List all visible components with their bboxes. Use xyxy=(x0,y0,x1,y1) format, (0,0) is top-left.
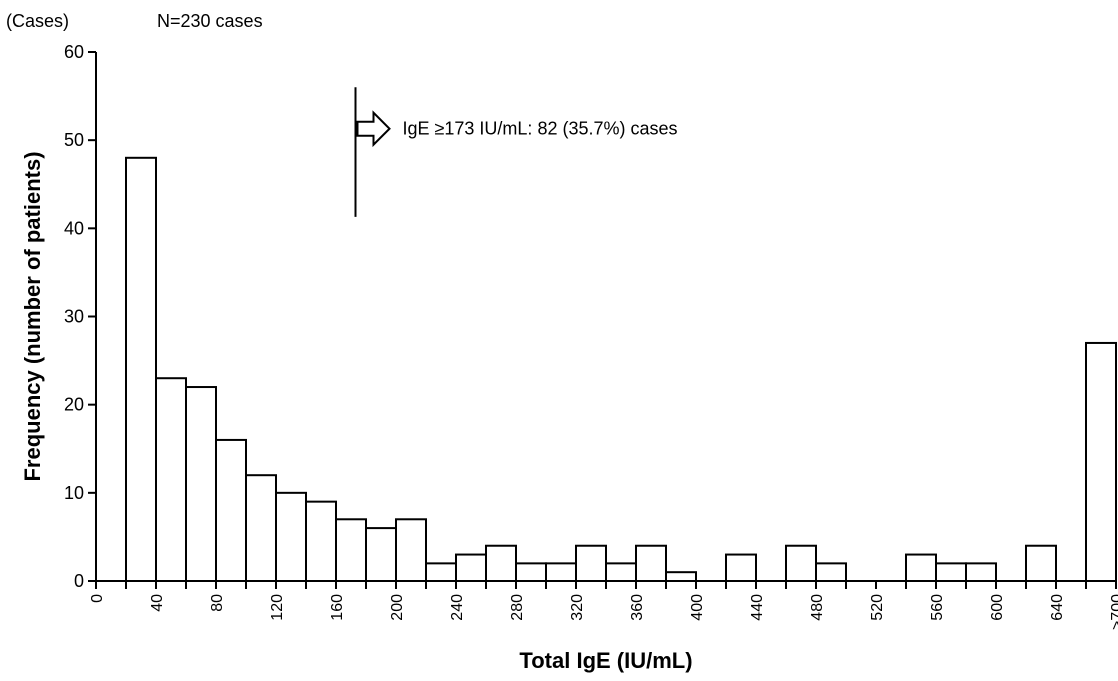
histogram-bar xyxy=(395,518,427,582)
x-tick-label: 600 xyxy=(989,594,1006,621)
histogram-bar xyxy=(575,544,607,583)
histogram-bar xyxy=(905,553,937,582)
histogram-bar xyxy=(275,491,307,583)
y-tick-label: 40 xyxy=(64,218,84,238)
histogram-bar xyxy=(785,544,817,583)
x-tick-label: 280 xyxy=(509,594,526,621)
histogram-bar xyxy=(1025,544,1057,583)
histogram-bar xyxy=(545,562,577,582)
histogram-bar xyxy=(335,518,367,582)
y-tick-label: 10 xyxy=(64,483,84,503)
histogram-bar xyxy=(665,571,697,583)
x-tick-label: 320 xyxy=(569,594,586,621)
histogram-bar xyxy=(1085,341,1117,583)
x-tick-label: 240 xyxy=(449,594,466,621)
x-tick-label: 560 xyxy=(929,594,946,621)
y-axis: 0 10 20 30 40 50 60 xyxy=(64,42,97,591)
threshold-arrow-icon xyxy=(356,110,391,148)
x-tick-label: 480 xyxy=(809,594,826,621)
histogram-bar xyxy=(245,474,277,583)
y-tick-label: 50 xyxy=(64,130,84,150)
x-tick-label: 80 xyxy=(209,594,226,612)
threshold-annotation-text: IgE ≥173 IU/mL: 82 (35.7%) cases xyxy=(403,119,678,139)
x-tick-label: 120 xyxy=(269,594,286,621)
histogram-bar xyxy=(725,553,757,582)
y-tick-label: 30 xyxy=(64,307,84,327)
sample-size-label: N=230 cases xyxy=(157,11,263,31)
histogram-bar xyxy=(965,562,997,582)
x-axis: 0 40 80 120 160 200 240 280 320 360 400 440 480 520 56… xyxy=(89,580,1118,630)
y-unit-label: (Cases) xyxy=(6,11,69,31)
x-tick-label: 360 xyxy=(629,594,646,621)
histogram-bar xyxy=(815,562,847,582)
x-tick-label: 440 xyxy=(749,594,766,621)
x-tick-label: 200 xyxy=(389,594,406,621)
x-tick-label: 160 xyxy=(329,594,346,621)
x-tick-label: >700 xyxy=(1109,594,1118,630)
histogram-bar xyxy=(485,544,517,583)
histogram-bar xyxy=(125,156,157,583)
bars-group xyxy=(125,156,1117,583)
x-tick-label: 520 xyxy=(869,594,886,621)
x-axis-title: Total IgE (IU/mL) xyxy=(519,648,692,673)
x-tick-label: 40 xyxy=(149,594,166,612)
y-tick-label: 20 xyxy=(64,395,84,415)
histogram-bar xyxy=(365,527,397,582)
histogram-bar xyxy=(185,386,217,582)
x-tick-label: 640 xyxy=(1049,594,1066,621)
histogram-bar xyxy=(215,438,247,582)
y-axis-title: Frequency (number of patients) xyxy=(20,151,45,481)
histogram-bar xyxy=(155,377,187,583)
x-tick-label: 400 xyxy=(689,594,706,621)
histogram-bar xyxy=(425,562,457,582)
threshold-annotation: IgE ≥173 IU/mL: 82 (35.7%) cases xyxy=(354,87,678,217)
histogram-bar xyxy=(305,500,337,582)
histogram-bar xyxy=(515,562,547,582)
histogram-bar xyxy=(935,562,967,582)
histogram-bar xyxy=(455,553,487,582)
histogram-bar xyxy=(635,544,667,583)
histogram-bar xyxy=(605,562,637,582)
y-tick-label: 60 xyxy=(64,42,84,62)
x-tick-label: 0 xyxy=(89,594,106,603)
y-tick-label: 0 xyxy=(74,571,84,591)
